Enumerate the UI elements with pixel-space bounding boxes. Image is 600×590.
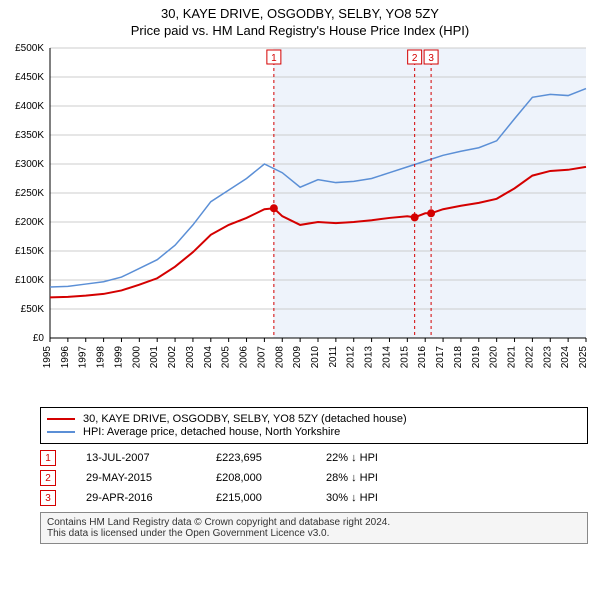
- sale-date: 29-MAY-2015: [86, 472, 186, 484]
- svg-text:£50K: £50K: [21, 304, 45, 315]
- svg-text:2: 2: [412, 53, 418, 64]
- sale-delta: 22% ↓ HPI: [326, 452, 426, 464]
- svg-text:2015: 2015: [399, 346, 410, 369]
- svg-text:2008: 2008: [274, 346, 285, 369]
- svg-text:£300K: £300K: [15, 159, 44, 170]
- svg-text:1: 1: [271, 53, 277, 64]
- svg-text:£450K: £450K: [15, 72, 44, 83]
- svg-text:£0: £0: [33, 333, 45, 344]
- svg-text:3: 3: [428, 53, 434, 64]
- svg-text:2022: 2022: [524, 346, 535, 369]
- chart-subtitle: Price paid vs. HM Land Registry's House …: [0, 23, 600, 38]
- svg-text:2021: 2021: [507, 346, 518, 369]
- svg-text:2007: 2007: [256, 346, 267, 369]
- svg-text:2000: 2000: [131, 346, 142, 369]
- svg-text:£150K: £150K: [15, 246, 44, 257]
- svg-text:2002: 2002: [167, 346, 178, 369]
- sale-delta: 28% ↓ HPI: [326, 472, 426, 484]
- svg-text:1995: 1995: [42, 346, 53, 369]
- sales-table: 1 13-JUL-2007 £223,695 22% ↓ HPI 2 29-MAY-201…: [40, 450, 588, 506]
- svg-text:2006: 2006: [239, 346, 250, 369]
- svg-text:2009: 2009: [292, 346, 303, 369]
- legend-label: HPI: Average price, detached house, Nort…: [83, 426, 340, 438]
- svg-text:2011: 2011: [328, 346, 339, 368]
- svg-text:£400K: £400K: [15, 101, 44, 112]
- sale-row: 3 29-APR-2016 £215,000 30% ↓ HPI: [40, 490, 588, 506]
- svg-text:2024: 2024: [560, 346, 571, 369]
- svg-text:2012: 2012: [346, 346, 357, 369]
- sale-date: 29-APR-2016: [86, 492, 186, 504]
- chart-titles: 30, KAYE DRIVE, OSGODBY, SELBY, YO8 5ZY …: [0, 0, 600, 38]
- price-chart: £0 £50K £100K £150K £200K £250K £300K £350K £400…: [0, 38, 600, 398]
- svg-text:£350K: £350K: [15, 130, 44, 141]
- svg-text:2025: 2025: [578, 346, 589, 369]
- svg-text:2003: 2003: [185, 346, 196, 369]
- svg-text:2005: 2005: [221, 346, 232, 369]
- svg-text:2019: 2019: [471, 346, 482, 369]
- svg-text:2020: 2020: [489, 346, 500, 369]
- footer-line-2: This data is licensed under the Open Gov…: [47, 528, 581, 539]
- sale-marker: 3: [40, 490, 56, 506]
- legend-row: HPI: Average price, detached house, Nort…: [47, 426, 581, 438]
- svg-text:2017: 2017: [435, 346, 446, 369]
- legend-swatch: [47, 431, 75, 433]
- svg-text:1997: 1997: [78, 346, 89, 369]
- sale-price: £215,000: [216, 492, 296, 504]
- svg-text:1996: 1996: [60, 346, 71, 369]
- chart-container: 30, KAYE DRIVE, OSGODBY, SELBY, YO8 5ZY …: [0, 0, 600, 544]
- legend-row: 30, KAYE DRIVE, OSGODBY, SELBY, YO8 5ZY …: [47, 413, 581, 425]
- sale-price: £223,695: [216, 452, 296, 464]
- sale-row: 1 13-JUL-2007 £223,695 22% ↓ HPI: [40, 450, 588, 466]
- sale-date: 13-JUL-2007: [86, 452, 186, 464]
- sale-price: £208,000: [216, 472, 296, 484]
- svg-text:£200K: £200K: [15, 217, 44, 228]
- svg-text:2001: 2001: [149, 346, 160, 369]
- svg-text:2013: 2013: [364, 346, 375, 369]
- footer-line-1: Contains HM Land Registry data © Crown c…: [47, 517, 581, 528]
- sale-delta: 30% ↓ HPI: [326, 492, 426, 504]
- svg-text:£500K: £500K: [15, 43, 44, 54]
- svg-text:2018: 2018: [453, 346, 464, 369]
- legend-swatch: [47, 418, 75, 420]
- legend: 30, KAYE DRIVE, OSGODBY, SELBY, YO8 5ZY …: [40, 407, 588, 444]
- legend-label: 30, KAYE DRIVE, OSGODBY, SELBY, YO8 5ZY …: [83, 413, 407, 425]
- svg-text:2016: 2016: [417, 346, 428, 369]
- svg-text:£100K: £100K: [15, 275, 44, 286]
- svg-text:2023: 2023: [542, 346, 553, 369]
- svg-text:2010: 2010: [310, 346, 321, 369]
- svg-text:2014: 2014: [381, 346, 392, 369]
- sale-marker: 1: [40, 450, 56, 466]
- sale-marker: 2: [40, 470, 56, 486]
- svg-text:£250K: £250K: [15, 188, 44, 199]
- svg-text:1998: 1998: [96, 346, 107, 369]
- sale-row: 2 29-MAY-2015 £208,000 28% ↓ HPI: [40, 470, 588, 486]
- chart-title: 30, KAYE DRIVE, OSGODBY, SELBY, YO8 5ZY: [0, 6, 600, 21]
- svg-text:2004: 2004: [203, 346, 214, 369]
- svg-text:1999: 1999: [113, 346, 124, 369]
- footer-attribution: Contains HM Land Registry data © Crown c…: [40, 512, 588, 544]
